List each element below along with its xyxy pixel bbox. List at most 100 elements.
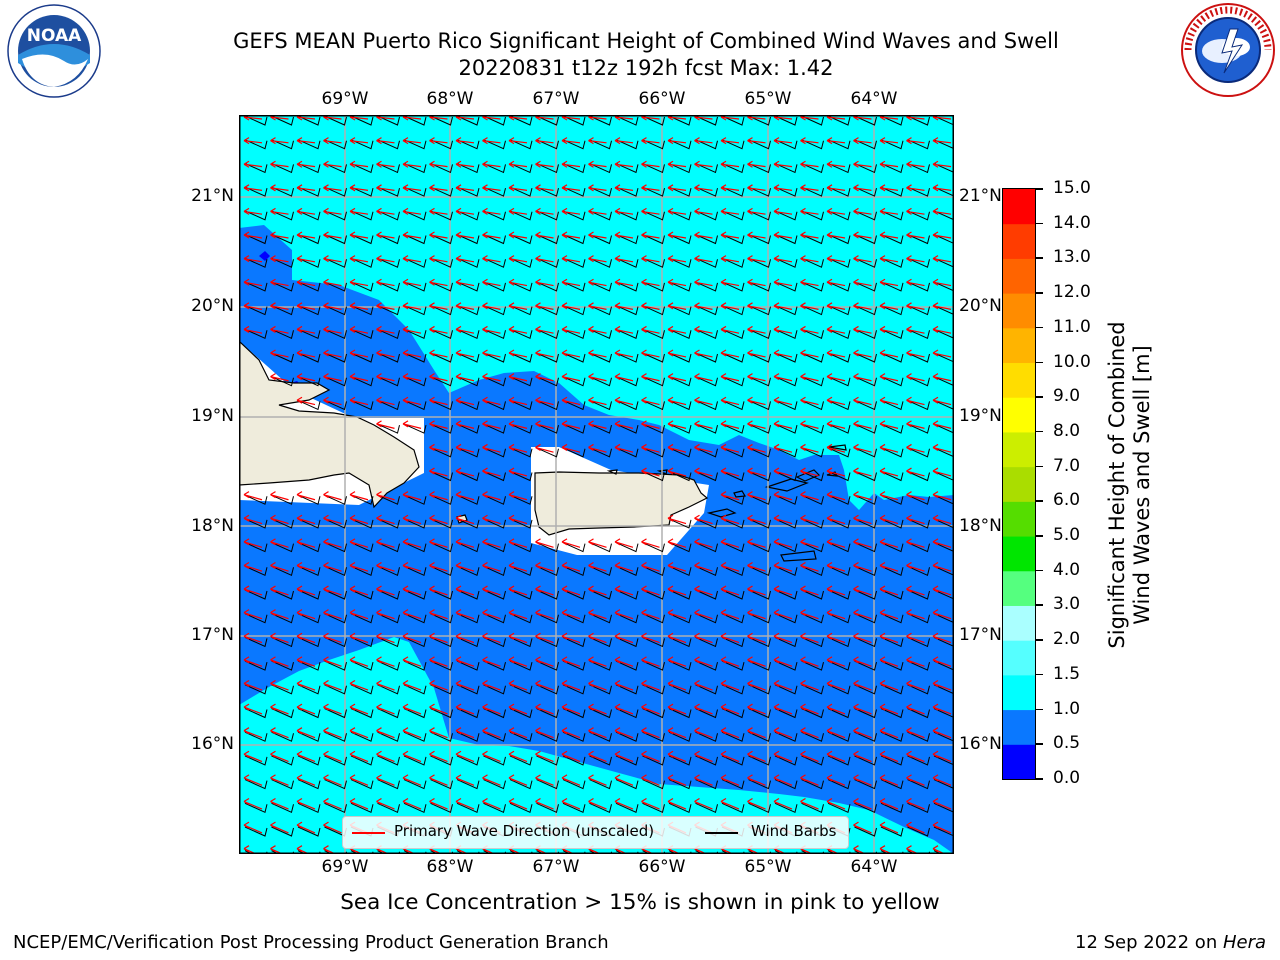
wave-arrow <box>243 207 263 215</box>
wave-arrow <box>270 774 289 786</box>
wind-barb <box>695 613 718 624</box>
wind-barb <box>350 565 374 577</box>
wind-barb <box>297 399 321 411</box>
wave-arrow <box>349 656 369 667</box>
colorbar-tick-mark <box>1036 257 1043 259</box>
wave-arrow <box>535 255 554 263</box>
wave-arrow <box>720 561 740 572</box>
wave-arrow <box>402 679 422 691</box>
wave-arrow <box>376 609 395 620</box>
wave-arrow <box>243 585 263 596</box>
wind-barb <box>377 352 400 363</box>
wind-barb <box>244 305 268 316</box>
wind-barb <box>430 779 453 790</box>
wind-barb <box>642 234 665 245</box>
colorbar-tick-mark <box>1036 639 1043 641</box>
wind-barb <box>536 305 559 316</box>
wave-arrow <box>932 443 952 453</box>
wind-barb <box>536 613 559 624</box>
wave-arrow <box>747 373 766 382</box>
wave-arrow <box>879 373 899 382</box>
wave-arrow <box>879 774 899 786</box>
wind-barb <box>615 755 639 766</box>
wind-barb <box>827 518 851 529</box>
wind-barb <box>536 210 559 221</box>
wind-barb <box>774 257 798 268</box>
wave-arrow <box>614 231 634 239</box>
wind-barb <box>748 802 771 814</box>
wave-arrow <box>482 727 501 739</box>
wave-arrow <box>588 632 607 644</box>
wind-barb <box>933 471 954 482</box>
wave-arrow <box>800 632 819 644</box>
wave-arrow <box>376 255 395 263</box>
wind-barb <box>536 589 559 600</box>
colorbar-swatch <box>1003 570 1035 606</box>
wind-barb <box>801 542 824 553</box>
colorbar-tick-mark <box>1036 188 1043 190</box>
wave-arrow <box>720 632 740 644</box>
wind-barb <box>907 447 930 458</box>
wind-barb <box>933 494 954 505</box>
wind-barb <box>668 257 692 268</box>
wind-barb <box>801 636 824 648</box>
wave-arrow <box>853 420 872 429</box>
wind-barb <box>642 305 665 316</box>
wind-barb <box>377 802 400 814</box>
wind-barb <box>430 281 453 292</box>
wave-arrow <box>800 231 819 239</box>
wind-barb <box>271 139 294 150</box>
wind-barb <box>907 708 930 719</box>
wind-barb <box>933 755 954 766</box>
wave-arrow <box>800 137 819 145</box>
wave-arrow <box>296 797 316 810</box>
wave-arrow <box>402 727 422 739</box>
lat-label-right: 17°N <box>959 625 1002 645</box>
wave-arrow <box>376 231 395 239</box>
wind-barb <box>854 281 877 292</box>
wind-barb <box>854 423 877 434</box>
wind-barb <box>456 399 480 411</box>
wave-arrow <box>323 703 342 715</box>
wind-barb <box>615 139 639 150</box>
wave-arrow <box>879 609 899 620</box>
wave-arrow <box>641 750 660 763</box>
wave-arrow <box>720 467 740 477</box>
wind-barb <box>430 447 453 458</box>
wave-arrow <box>588 585 607 596</box>
wind-barb <box>271 589 294 600</box>
wave-arrow <box>932 656 952 667</box>
wind-barb <box>244 731 268 742</box>
wave-arrow <box>641 656 660 667</box>
wind-barb <box>536 708 559 719</box>
colorbar-swatch <box>1003 605 1035 641</box>
wave-arrow <box>561 207 581 215</box>
wave-arrow <box>747 302 766 310</box>
wave-arrow <box>482 585 501 596</box>
lat-label-left: 21°N <box>191 186 234 206</box>
wind-barb <box>430 257 453 268</box>
wave-arrow <box>243 325 263 334</box>
wave-arrow <box>402 207 422 215</box>
wind-barb <box>748 518 771 529</box>
wind-barb <box>880 234 904 245</box>
wave-arrow <box>853 349 872 358</box>
wave-arrow <box>508 160 528 168</box>
wave-arrow <box>376 703 395 715</box>
wind-barb <box>668 589 692 600</box>
wave-arrow <box>773 797 793 810</box>
wind-barb <box>244 589 268 600</box>
wave-arrow <box>853 231 872 239</box>
wave-arrow <box>455 679 475 691</box>
wave-arrow <box>826 797 846 810</box>
wave-arrow <box>296 137 316 145</box>
wave-arrow <box>720 278 740 287</box>
wave-arrow <box>270 325 289 334</box>
wind-barb <box>403 139 427 150</box>
wind-barb <box>430 210 453 221</box>
wind-barb <box>271 328 294 340</box>
wave-arrow <box>720 396 740 406</box>
wave-arrow <box>296 727 316 739</box>
wind-barb <box>403 613 427 624</box>
wind-barb <box>615 589 639 600</box>
